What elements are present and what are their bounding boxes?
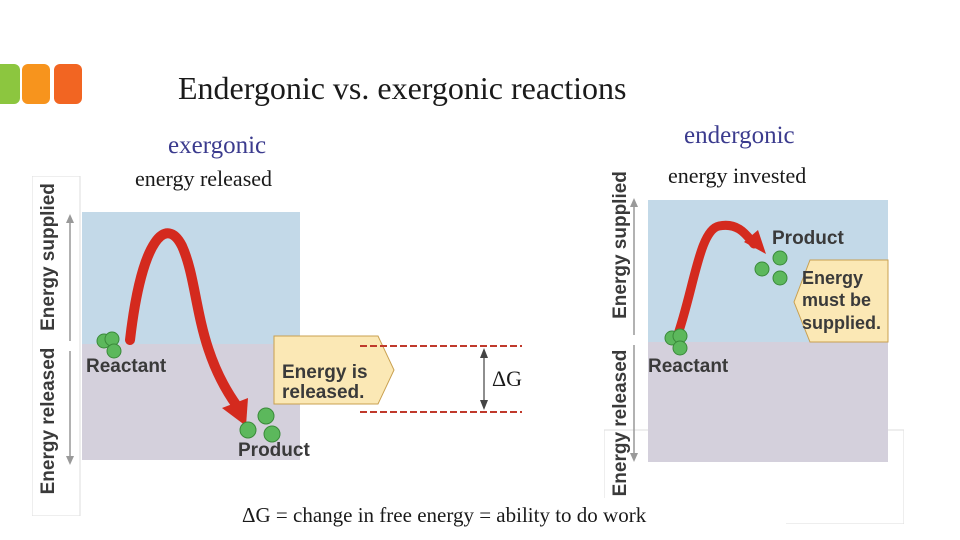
exergonic-axis-energy-released: Energy released — [38, 347, 59, 495]
endergonic-reaction-arrow — [671, 220, 759, 345]
endergonic-product-label: Product — [772, 228, 844, 249]
endergonic-reactant-molecule — [672, 340, 688, 356]
exergonic-lower-panel — [82, 344, 300, 460]
endergonic-callout-line3: supplied. — [802, 313, 882, 333]
exergonic-callout — [273, 335, 395, 405]
exergonic-heading: exergonic — [168, 132, 267, 159]
slide-title: Endergonic vs. exergonic reactions — [178, 70, 627, 106]
delta-g-symbol: ΔG — [492, 366, 523, 391]
endergonic-diagram-svg — [603, 198, 905, 525]
accent-tile-green — [0, 64, 20, 104]
exergonic-reactant-molecule — [106, 343, 122, 359]
delta-g-definition: ΔG = change in free energy = ability to … — [242, 503, 647, 527]
endergonic-lower-panel — [648, 342, 888, 462]
accent-tile-orange — [22, 64, 50, 104]
endergonic-product-molecule — [772, 250, 788, 266]
exergonic-callout-line2: released. — [282, 382, 365, 403]
exergonic-product-molecule — [263, 425, 281, 443]
endergonic-callout — [793, 259, 889, 343]
formula-background — [238, 498, 786, 534]
exergonic-axis-energy-supplied: Energy supplied — [38, 183, 59, 331]
endergonic-callout-line2: must be — [802, 290, 872, 310]
endergonic-diagram — [603, 150, 905, 525]
endergonic-axis-energy-supplied: Energy supplied — [610, 171, 631, 319]
exergonic-product-label: Product — [238, 440, 310, 461]
endergonic-axis-energy-released: Energy released — [610, 349, 631, 497]
exergonic-reactant-label: Reactant — [86, 356, 167, 377]
exergonic-subheading: energy released — [135, 166, 273, 191]
endergonic-reactant-label: Reactant — [648, 356, 729, 377]
endergonic-product-molecule — [754, 261, 770, 277]
exergonic-product-molecule — [239, 421, 257, 439]
exergonic-reaction-arrow — [125, 228, 242, 411]
endergonic-callout-line1: Energy — [802, 268, 864, 288]
endergonic-heading: endergonic — [684, 122, 795, 149]
accent-tile-red-orange — [54, 64, 82, 104]
endergonic-product-molecule — [772, 270, 788, 286]
exergonic-callout-line1: Energy is — [282, 362, 368, 383]
exergonic-diagram-svg — [31, 175, 524, 517]
endergonic-subheading: energy invested — [668, 163, 807, 188]
exergonic-diagram — [31, 175, 524, 517]
exergonic-product-molecule — [257, 407, 275, 425]
